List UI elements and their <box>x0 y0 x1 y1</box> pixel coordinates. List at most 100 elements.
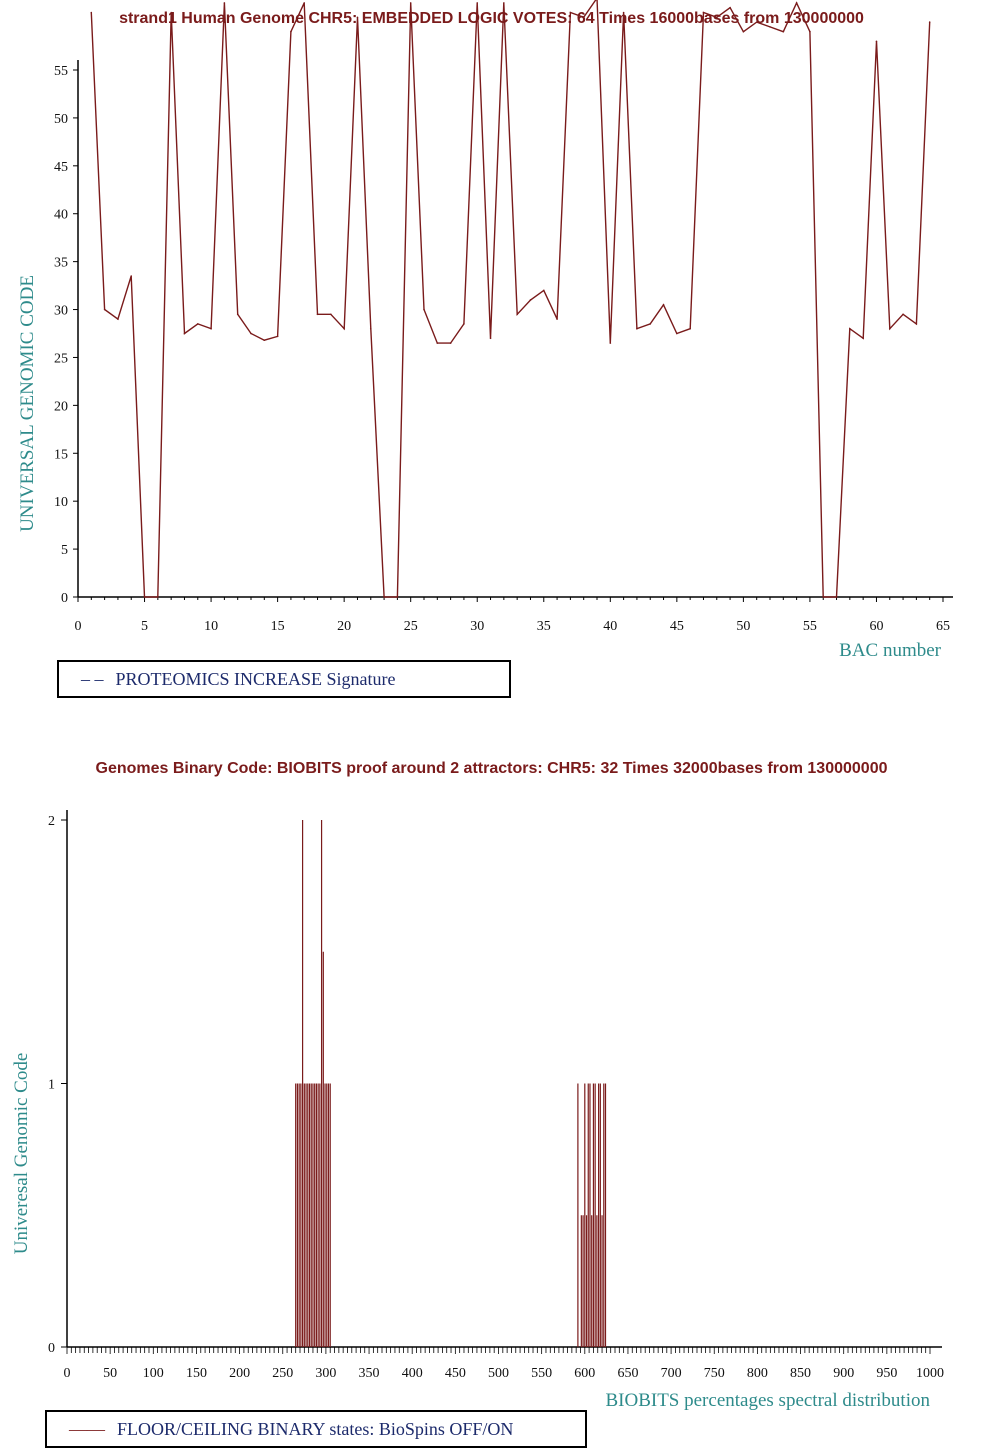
chart2-x-tick-label: 0 <box>64 1366 71 1381</box>
chart1-y-tick-label: 40 <box>54 208 68 223</box>
chart1-data-point <box>463 323 465 325</box>
chart1-data-point <box>516 313 518 316</box>
chart1-data-point <box>862 337 864 340</box>
chart1-data-point <box>476 2 479 4</box>
chart1-data-point <box>157 596 159 598</box>
chart2-title: Genomes Binary Code: BIOBITS proof aroun… <box>95 760 888 777</box>
chart1-x-tick-label: 30 <box>470 619 484 634</box>
chart1-data-point <box>250 332 252 335</box>
chart1-data-point <box>875 40 878 43</box>
chart1-data-point <box>782 30 785 33</box>
chart1-x-tick-label: 50 <box>736 619 750 634</box>
chart1-data-point <box>409 2 412 4</box>
chart1-data-point <box>609 342 612 344</box>
chart1-x-tick-label: 5 <box>141 619 148 634</box>
chart2-x-tick-label: 550 <box>531 1366 552 1381</box>
chart1-data-point <box>755 21 758 23</box>
chart1-y-tick-label: 55 <box>54 64 68 79</box>
chart1-series-line <box>90 0 931 598</box>
chart1-data-point <box>383 596 385 598</box>
chart1-data-point <box>569 11 572 14</box>
chart1-data-point <box>276 335 279 338</box>
chart1-data-point <box>330 313 332 316</box>
chart2-x-tick-label: 650 <box>617 1366 638 1381</box>
chart2-x-tick-label: 200 <box>229 1366 250 1381</box>
chart1-data-point <box>90 11 93 14</box>
chart1-data-point <box>489 337 492 340</box>
chart1-y-tick-label: 50 <box>54 112 68 127</box>
chart2-x-tick-label: 900 <box>833 1366 854 1381</box>
chart1-data-point <box>117 318 119 320</box>
chart2-y-tick-label: 0 <box>48 1341 55 1356</box>
chart1-y-tick-label: 45 <box>54 160 68 175</box>
chart1-data-point <box>702 11 705 14</box>
chart1-data-point <box>928 21 931 23</box>
chart1-y-tick-label: 0 <box>61 591 68 606</box>
chart1-x-tick-label: 60 <box>869 619 883 634</box>
chart2-legend-label: FLOOR/CEILING BINARY states: BioSpins OF… <box>117 1418 514 1439</box>
chart1-data-point <box>715 16 718 19</box>
chart1-data-point <box>915 323 918 325</box>
chart1-data-point <box>236 313 239 316</box>
chart2-legend: —— FLOOR/CEILING BINARY states: BioSpins… <box>45 1410 587 1448</box>
chart1-x-tick-label: 25 <box>404 619 418 634</box>
chart1-legend-label: PROTEOMICS INCREASE Signature <box>115 668 396 689</box>
chart1-data-point <box>356 16 359 19</box>
chart1-data-point <box>649 323 652 325</box>
chart1-data-point <box>130 275 133 277</box>
chart2-x-tick-label: 400 <box>402 1366 423 1381</box>
chart1-y-label: UNIVERSAL GENOMIC CODE <box>17 275 38 532</box>
chart1-data-point <box>396 596 399 598</box>
chart1-x-tick-label: 0 <box>75 619 82 634</box>
chart2-x-tick-label: 350 <box>359 1366 380 1381</box>
chart1-data-point <box>822 596 825 598</box>
chart2-x-tick-label: 300 <box>315 1366 336 1381</box>
chart1-data-point <box>835 596 838 598</box>
chart1-data-point <box>436 342 439 344</box>
chart2-legend-marker: —— <box>69 1418 105 1439</box>
chart-biobits: Genomes Binary Code: BIOBITS proof aroun… <box>0 750 983 1448</box>
chart1-y-tick-label: 5 <box>61 543 68 558</box>
chart2-x-tick-label: 100 <box>143 1366 164 1381</box>
chart1-data-point <box>210 327 212 330</box>
chart1-x-tick-label: 35 <box>537 619 551 634</box>
chart2-x-tick-label: 850 <box>790 1366 811 1381</box>
chart1-data-point <box>795 2 798 4</box>
chart1-y-tick-label: 10 <box>54 495 68 510</box>
chart1-data-point <box>170 11 172 14</box>
chart1-x-tick-label: 55 <box>803 619 817 634</box>
chart1-x-tick-label: 45 <box>670 619 684 634</box>
chart1-y-tick-label: 35 <box>54 256 68 271</box>
chart2-x-tick-label: 600 <box>574 1366 595 1381</box>
chart2-x-tick-label: 250 <box>272 1366 293 1381</box>
chart1-y-tick-label: 20 <box>54 399 68 414</box>
chart1-data-point <box>689 327 691 330</box>
chart2-x-tick-label: 450 <box>445 1366 466 1381</box>
chart2-x-tick-label: 950 <box>876 1366 897 1381</box>
chart1-data-point <box>263 339 266 342</box>
chart1-x-tick-label: 65 <box>936 619 950 634</box>
chart1-data-point <box>503 2 505 4</box>
chart1-data-point <box>183 332 186 335</box>
chart2-x-tick-label: 750 <box>704 1366 725 1381</box>
chart1-data-point <box>542 289 545 292</box>
chart2-y-label: Univeresal Genomic Code <box>11 1053 32 1255</box>
chart1-data-point <box>343 327 345 330</box>
chart2-x-label: BIOBITS percentages spectral distributio… <box>605 1390 930 1411</box>
chart1-data-point <box>529 299 532 301</box>
chart2-x-tick-label: 50 <box>103 1366 117 1381</box>
chart1-data-point <box>449 342 452 344</box>
chart1-data-point <box>769 26 771 28</box>
chart1-data-point <box>423 308 425 311</box>
chart1-data-point <box>809 30 811 33</box>
chart1-data-point <box>636 327 638 330</box>
chart2-x-tick-label: 700 <box>661 1366 682 1381</box>
chart1-y-tick-label: 25 <box>54 351 68 366</box>
chart1-data-point <box>729 6 731 9</box>
chart2-plot: 0 1 2 0 50 100 150 200 250 300 350 400 450 500 550 600 6… <box>11 810 944 1411</box>
chart2-x-tick-label: 500 <box>488 1366 509 1381</box>
chart1-data-point <box>143 596 146 598</box>
chart2-x-tick-label: 150 <box>186 1366 207 1381</box>
chart1-y-tick-label: 30 <box>54 304 68 319</box>
chart1-data-point <box>582 16 585 19</box>
